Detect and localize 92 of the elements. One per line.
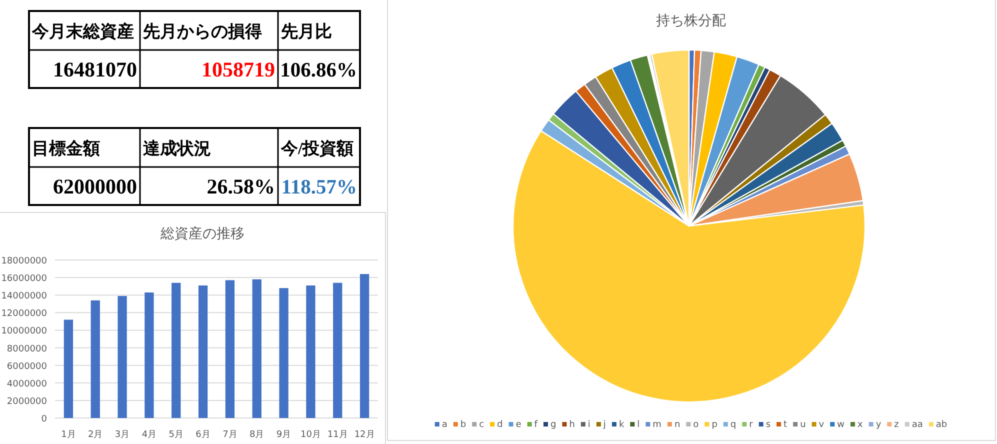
legend-label: n (674, 420, 680, 430)
value: 16481070 (53, 58, 137, 82)
legend-label: x (857, 420, 864, 430)
tick-label: 14000000 (1, 292, 47, 302)
title: 持ち株分配 (656, 13, 726, 29)
legend-label: d (497, 420, 503, 430)
tick-label: 10000000 (1, 326, 47, 337)
legend-item: p (704, 420, 718, 430)
value: 106.86% (280, 60, 357, 82)
legend-item: y (868, 420, 882, 430)
legend-label: w (837, 420, 844, 430)
tick-label: 9月 (276, 430, 292, 440)
legend-label: f (534, 420, 538, 430)
value: 26.58% (206, 174, 275, 198)
legend-item: u (793, 420, 806, 430)
value: 62000000 (53, 174, 137, 198)
legend-item: f (527, 420, 538, 430)
legend-label: ab (936, 420, 948, 430)
legend-item: o (686, 420, 699, 430)
tick-label: 2月 (88, 430, 103, 440)
tick-label: 7月 (222, 430, 238, 440)
legend-item: v (812, 420, 824, 430)
legend-item: z (887, 420, 899, 430)
legend-item: t (776, 420, 788, 430)
legend-label: h (569, 420, 575, 430)
header: 目標金額 (32, 139, 100, 158)
tick-label: 8000000 (6, 344, 47, 354)
value: 1058719 (202, 58, 275, 82)
legend-item: d (490, 420, 503, 430)
legend-label: j (602, 420, 606, 430)
legend-label: aa (912, 420, 923, 430)
legend-label: p (712, 420, 718, 430)
legend-item: s (758, 420, 771, 430)
legend-label: i (588, 420, 590, 430)
tick-label: 5月 (168, 430, 184, 440)
legend-item: m (646, 420, 662, 430)
legend-label: b (460, 420, 466, 430)
header: 今月末総資産 (32, 22, 134, 41)
legend-label: y (876, 420, 882, 430)
tick-label: 12月 (354, 430, 375, 440)
tick-label: 11月 (327, 430, 348, 440)
legend-item: b (453, 420, 466, 430)
legend-label: a (442, 420, 448, 430)
legend-item: w (830, 420, 844, 430)
legend-label: e (516, 420, 522, 430)
legend-item: ab (928, 420, 948, 430)
tick-label: 0 (41, 414, 47, 424)
legend-item: c (472, 420, 484, 430)
legend-item: j (596, 420, 606, 430)
tick-label: 18000000 (1, 256, 47, 266)
legend-item: r (742, 420, 753, 430)
legend-item: x (850, 420, 863, 430)
legend-label: g (550, 420, 556, 430)
header: 先月からの損得 (143, 22, 262, 41)
legend-label: v (818, 420, 825, 430)
tick-label: 2000000 (6, 396, 47, 407)
legend-label: m (652, 420, 662, 430)
legend-item: aa (904, 420, 923, 430)
legend-label: q (730, 420, 736, 430)
legend-label: s (766, 420, 771, 430)
tick-label: 4月 (142, 430, 157, 440)
legend-label: k (618, 420, 625, 430)
header: 先月比 (281, 22, 332, 41)
legend-label: o (693, 420, 700, 430)
legend-label: r (749, 420, 754, 430)
legend-item: q (723, 420, 736, 430)
title: 総資産の推移 (160, 226, 244, 242)
tick-label: 12000000 (1, 309, 47, 320)
tick-label: 8月 (250, 430, 264, 440)
header: 達成状況 (143, 139, 211, 158)
legend-item: e (508, 420, 522, 430)
tick-label: 3月 (114, 430, 130, 440)
tick-label: 10月 (300, 430, 321, 440)
tick-label: 6月 (196, 430, 210, 440)
legend-label: t (784, 420, 788, 430)
legend-item: i (580, 420, 590, 430)
tick-label: 16000000 (1, 274, 47, 284)
legend-item: l (630, 420, 640, 430)
legend-item: g (543, 420, 556, 430)
legend-label: l (637, 420, 640, 430)
tick-label: 6000000 (6, 362, 47, 372)
tick-label: 4000000 (6, 379, 47, 390)
value: 118.57% (281, 176, 357, 198)
legend-label: u (800, 420, 806, 430)
legend-item: a (434, 420, 448, 430)
tick-label: 1月 (61, 430, 76, 440)
header: 今/投資額 (281, 139, 354, 158)
legend-item: h (562, 420, 575, 430)
legend-item: n (667, 420, 680, 430)
legend-item: k (612, 420, 624, 430)
legend-label: c (479, 420, 484, 430)
legend-label: z (894, 420, 900, 430)
